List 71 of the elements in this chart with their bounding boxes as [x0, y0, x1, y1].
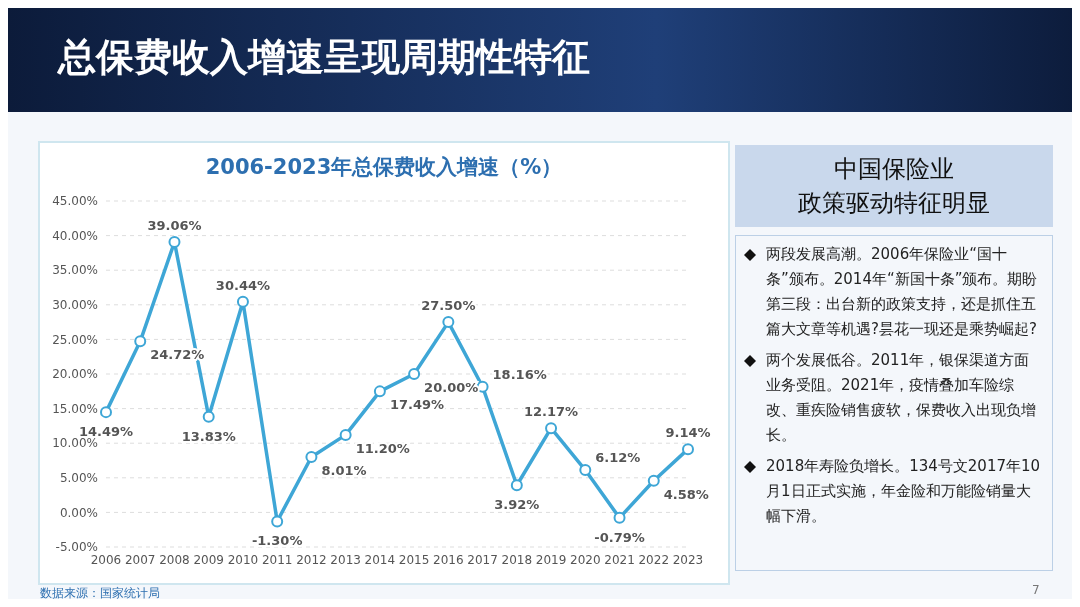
x-tick-label: 2017 [467, 552, 498, 567]
x-tick-label: 2023 [672, 552, 704, 567]
y-tick-label: 0.00% [59, 505, 98, 520]
x-tick-label: 2021 [604, 552, 635, 567]
x-tick-label: 2014 [364, 552, 396, 567]
point [510, 479, 523, 492]
point [682, 443, 694, 456]
y-tick-label: 25.00% [52, 332, 98, 347]
point [202, 410, 215, 423]
data-label: 17.49% [389, 397, 445, 413]
point [647, 474, 660, 487]
y-tick-label: 35.00% [52, 263, 98, 278]
x-tick-label: 2010 [227, 552, 259, 567]
x-tick-label: 2020 [570, 552, 601, 567]
y-tick-label: 30.00% [52, 298, 98, 313]
x-tick-label: 2006 [90, 552, 122, 567]
data-label: -0.79% [594, 529, 645, 545]
point [100, 406, 112, 419]
text: 政策驱动特征明显 [797, 188, 991, 219]
y-tick-label: 10.00% [52, 436, 98, 451]
x-tick-label: 2011 [261, 552, 293, 567]
data-label: 11.20% [355, 440, 410, 456]
data-label: 30.44% [215, 277, 271, 293]
x-tick-label: 2007 [124, 552, 156, 567]
text: 两段发展高潮。2006年保险业“国十条”颁布。2014年“新国十条”颁布。期盼第三段：出台新的政策支持，还是抓住五篇大文章等机遇?昙花一现还是乘势崛起? [766, 244, 1039, 340]
text: 两个发展低谷。2011年，银保渠道方面业务受阻。2021年，疫情叠加车险综改、重疾险销售疲软，保费收入出现负增长。 [766, 350, 1037, 446]
point [305, 450, 318, 463]
data-label: 3.92% [494, 497, 540, 513]
data-label: 13.83% [181, 428, 236, 444]
data-label: 6.12% [595, 450, 641, 466]
point [408, 368, 421, 380]
text: 中国保险业 [833, 154, 955, 185]
data-label: 39.06% [147, 218, 202, 234]
x-tick-label: 2022 [638, 552, 670, 567]
point [373, 385, 386, 398]
x-tick-label: 2015 [398, 552, 430, 567]
x-tick-label: 2008 [159, 552, 190, 567]
x-tick-label: 2019 [535, 552, 567, 567]
y-tick-label: 15.00% [52, 401, 98, 416]
text: 7 [1032, 583, 1040, 597]
data-label: 9.14% [665, 425, 711, 441]
data-label: 8.01% [321, 462, 367, 478]
data-label: 18.16% [492, 366, 547, 382]
data-label: 4.58% [663, 486, 709, 502]
data-label: -1.30% [251, 533, 303, 549]
x-tick-label: 2013 [330, 552, 361, 567]
point [545, 422, 558, 435]
chart-title: 2006-2023年总保费收入增速（%） [204, 154, 564, 181]
y-tick-label: 5.00% [59, 471, 98, 486]
point [271, 515, 284, 528]
source-note: 数据来源：国家统计局 [40, 585, 160, 601]
data-label: 12.17% [523, 404, 579, 420]
text: 2018年寿险负增长。134号文2017年10月1日正式实施，年金险和万能险销量大幅下滑。 [766, 456, 1042, 527]
point [134, 335, 147, 348]
y-tick-label: 40.00% [52, 228, 98, 243]
y-tick-label: 45.00% [52, 194, 98, 209]
point [613, 511, 626, 524]
point [236, 295, 249, 308]
data-label: 20.00% [424, 380, 479, 395]
y-tick-label: -5.00% [55, 540, 98, 555]
x-tick-label: 2012 [296, 552, 327, 567]
x-tick-label: 2009 [193, 552, 224, 567]
x-tick-label: 2016 [433, 552, 464, 567]
x-tick-label: 2018 [501, 552, 533, 567]
point [579, 464, 592, 477]
point [339, 428, 352, 441]
data-label: 27.50% [421, 298, 476, 314]
y-tick-label: 20.00% [52, 367, 98, 382]
text: 总保费收入增速呈现周期性特征 [58, 34, 590, 81]
point [442, 316, 455, 329]
point [168, 236, 181, 249]
